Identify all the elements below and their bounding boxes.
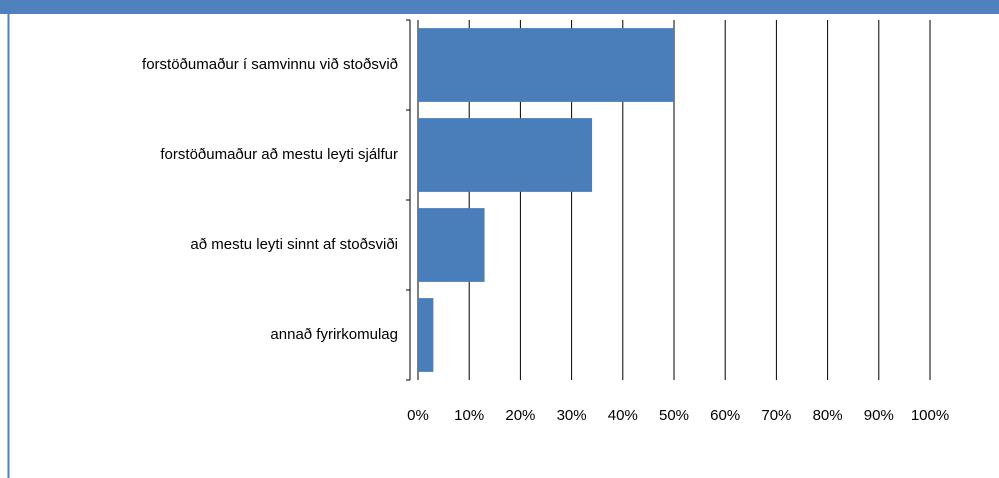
x-tick-label: 20% — [505, 407, 535, 424]
x-tick-label: 10% — [454, 407, 484, 424]
bar — [418, 208, 485, 282]
title-band — [0, 0, 999, 14]
bar — [418, 298, 434, 372]
x-tick-label: 50% — [659, 407, 689, 424]
y-tick-label: forstöðumaður í samvinnu við stoðsvið — [142, 56, 398, 73]
x-tick-label: 70% — [761, 407, 791, 424]
x-tick-label: 60% — [710, 407, 740, 424]
x-tick-label: 90% — [864, 407, 894, 424]
x-tick-label: 30% — [557, 407, 587, 424]
bar — [418, 118, 593, 192]
x-tick-label: 80% — [813, 407, 843, 424]
y-tick-label: forstöðumaður að mestu leyti sjálfur — [160, 146, 398, 163]
x-tick-label: 40% — [608, 407, 638, 424]
bar — [418, 28, 674, 102]
x-tick-label: 0% — [407, 407, 429, 424]
x-tick-label: 100% — [911, 407, 949, 424]
y-tick-label: annað fyrirkomulag — [270, 326, 398, 343]
y-tick-label: að mestu leyti sinnt af stoðsviði — [190, 236, 398, 253]
